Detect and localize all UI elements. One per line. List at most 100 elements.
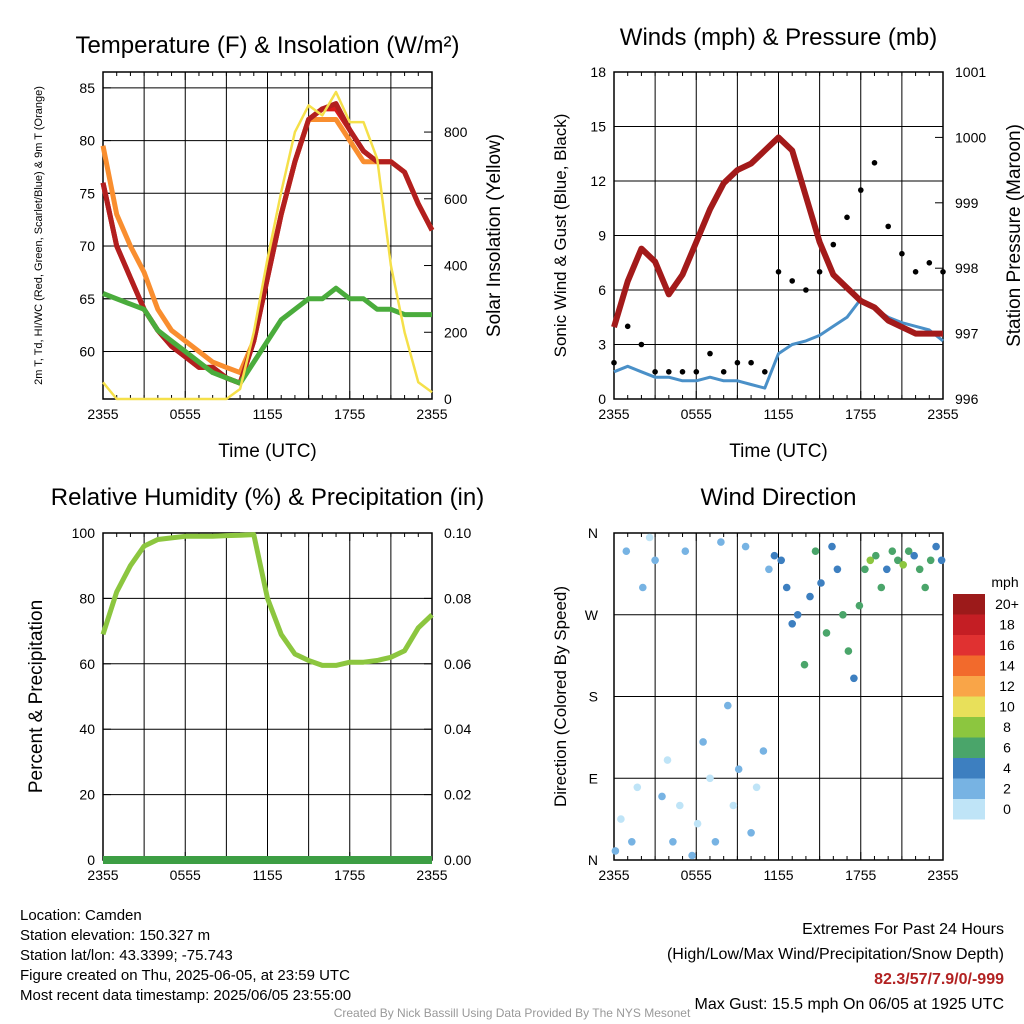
y2-tick-label: 800 [444,124,468,140]
y2-tick-label: 200 [444,324,468,340]
legend-swatch [953,717,985,738]
y2-axis-label: Solar Insolation (Yellow) [484,134,505,337]
station-elevation: Station elevation: 150.327 m [20,927,211,944]
x-tick-label: 1155 [252,867,282,883]
legend-label: 18 [999,617,1015,633]
x-tick-label: 2355 [416,867,447,883]
gust-point [844,214,850,221]
gust-point [816,269,823,275]
y-tick-label: 60 [79,344,95,360]
x-tick-label: 1755 [334,867,365,883]
y-tick-label: N [588,852,598,868]
direction-point [817,579,825,587]
insolation-line [102,90,433,401]
direction-point [681,547,690,555]
direction-point [793,611,802,619]
direction-point [800,660,809,669]
gust-point [734,359,741,366]
y2-tick-label: 1000 [955,129,986,145]
gust-point [912,269,919,275]
gust-point [624,323,631,330]
direction-point [877,583,886,592]
y2-tick-label: 0.00 [444,852,471,868]
direction-point [921,583,929,592]
direction-point [844,647,853,655]
y-tick-label: 80 [79,133,95,149]
direction-point [833,565,842,574]
y-tick-label: 0 [598,391,606,407]
extremes-panel: Extremes For Past 24 Hours (High/Low/Max… [667,917,1004,1017]
x-tick-label: 2355 [87,867,118,883]
y-tick-label: 65 [79,291,95,307]
chart-title: Temperature (F) & Insolation (W/m²) [75,32,459,59]
legend-title: mph [991,574,1018,590]
direction-point [932,542,940,551]
y2-axis-label: Station Pressure (Maroon) [1004,124,1024,347]
direction-point [693,819,702,828]
direction-point [633,783,642,792]
direction-point [717,538,725,546]
dewpoint-line [102,285,432,386]
station-latlon: Station lat/lon: 43.3399; -75.743 [20,947,233,964]
x-tick-label: 2355 [927,406,958,422]
y-tick-label: 60 [79,656,95,672]
x-tick-label: 1155 [252,406,282,422]
y-tick-label: 80 [79,590,95,606]
direction-point [806,592,814,601]
pressure-line [611,134,943,337]
gust-point [611,359,617,366]
legend-label: 4 [1003,760,1011,776]
direction-point [777,556,785,565]
direction-point [706,774,714,783]
legend-label: 0 [1003,801,1011,817]
legend-swatch [953,635,985,656]
legend-swatch [953,737,985,758]
gust-point [720,369,727,375]
x-axis-label: Time (UTC) [218,441,317,462]
x-axis-label: Time (UTC) [729,441,828,462]
y-tick-label: 0 [87,852,95,868]
gust-point [638,341,645,348]
direction-point [651,556,659,565]
y2-tick-label: 400 [444,258,468,274]
direction-point [711,838,720,846]
y-tick-label: 75 [79,185,95,201]
direction-point [915,565,924,574]
direction-point [855,601,864,610]
direction-point [724,701,732,710]
x-tick-label: 2355 [598,406,629,422]
y-tick-label: E [589,770,598,786]
direction-point [822,629,831,637]
direction-point [937,556,946,565]
y-axis-label: Direction (Colored By Speed) [551,586,570,807]
gust-point [885,223,891,230]
y-tick-label: 12 [590,173,606,189]
x-tick-label: 2355 [416,406,447,422]
gust-point [679,369,686,375]
y2-tick-label: 1001 [955,64,986,80]
y-tick-label: N [588,525,598,541]
chart-title: Wind Direction [700,484,856,511]
x-tick-label: 1755 [845,406,876,422]
direction-point [894,556,902,565]
direction-point [866,556,875,565]
gust-point [707,350,713,357]
gust-point [926,260,933,266]
direction-point [611,847,620,855]
gust-point [693,369,700,375]
direction-point [872,551,880,560]
legend-label: 16 [999,637,1015,653]
y-tick-label: 40 [79,721,95,737]
station-location: Location: Camden [20,907,142,924]
direction-point [747,829,755,837]
legend-swatch [953,758,985,779]
x-tick-label: 2355 [927,867,958,883]
y2-tick-label: 0.06 [444,656,471,672]
legend-swatch [953,655,985,676]
legend-label: 12 [999,678,1015,694]
direction-point [752,783,761,792]
gust-point [652,369,658,375]
y2-tick-label: 600 [444,191,468,207]
direction-point [639,583,647,592]
